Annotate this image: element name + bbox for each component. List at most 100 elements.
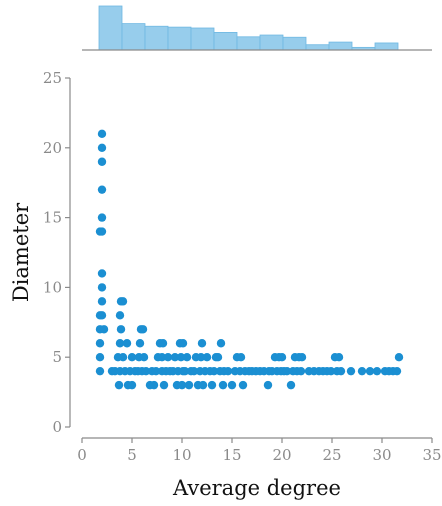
histogram-bar bbox=[167, 26, 192, 51]
data-point bbox=[118, 353, 128, 362]
data-point bbox=[282, 366, 292, 376]
data-point bbox=[334, 353, 344, 362]
y-tick-label: 10 bbox=[43, 278, 62, 296]
data-point bbox=[95, 339, 105, 348]
histogram-bar bbox=[374, 42, 399, 51]
y-tick-label: 5 bbox=[52, 348, 62, 366]
data-point bbox=[223, 366, 233, 376]
scatter-points bbox=[95, 129, 404, 390]
histogram-bar bbox=[305, 44, 330, 51]
data-point bbox=[159, 380, 169, 390]
data-point bbox=[336, 366, 346, 376]
data-point bbox=[236, 353, 246, 362]
data-point bbox=[365, 366, 375, 376]
data-point bbox=[97, 157, 107, 166]
data-point bbox=[115, 311, 125, 320]
data-point bbox=[198, 380, 208, 390]
histogram-bar bbox=[121, 23, 146, 51]
y-tick-label: 25 bbox=[43, 69, 62, 87]
data-point bbox=[115, 339, 125, 348]
data-point bbox=[116, 325, 126, 334]
data-point bbox=[170, 353, 180, 362]
data-point bbox=[182, 353, 192, 362]
data-point bbox=[176, 353, 186, 362]
histogram-bar bbox=[259, 34, 284, 51]
data-point bbox=[163, 353, 173, 362]
histogram-bar bbox=[328, 41, 353, 51]
data-point bbox=[141, 366, 151, 376]
x-axis-title: Average degree bbox=[172, 476, 341, 500]
x-tick-label: 35 bbox=[422, 446, 441, 464]
data-point bbox=[213, 353, 223, 362]
data-point bbox=[296, 366, 306, 376]
y-tick-label: 0 bbox=[52, 418, 62, 436]
data-point bbox=[97, 129, 107, 139]
data-point bbox=[151, 366, 161, 376]
data-point bbox=[207, 380, 217, 390]
data-point bbox=[149, 380, 159, 390]
data-point bbox=[97, 143, 107, 152]
data-point bbox=[95, 366, 105, 376]
data-point bbox=[372, 366, 382, 376]
y-axis-title: Diameter bbox=[9, 202, 33, 302]
data-point bbox=[392, 366, 402, 376]
data-point bbox=[158, 339, 168, 348]
data-point bbox=[184, 380, 194, 390]
data-point bbox=[97, 227, 107, 236]
data-point bbox=[97, 297, 107, 306]
data-point bbox=[157, 353, 167, 362]
histogram-bar bbox=[213, 32, 238, 51]
marginal-histogram bbox=[98, 5, 399, 51]
data-point bbox=[346, 366, 356, 376]
data-point bbox=[97, 283, 107, 292]
data-point bbox=[127, 380, 137, 390]
data-point bbox=[97, 213, 107, 222]
histogram-bar bbox=[144, 25, 169, 51]
data-point bbox=[139, 353, 149, 362]
data-point bbox=[197, 339, 207, 348]
data-point bbox=[286, 380, 296, 390]
data-point bbox=[122, 339, 132, 348]
data-point bbox=[189, 366, 199, 376]
x-tick-label: 15 bbox=[222, 446, 241, 464]
x-tick-label: 10 bbox=[172, 446, 191, 464]
data-point bbox=[135, 339, 145, 348]
data-point bbox=[127, 353, 137, 362]
data-point bbox=[177, 380, 187, 390]
data-point bbox=[99, 325, 109, 334]
data-point bbox=[326, 366, 336, 376]
data-point bbox=[118, 297, 128, 306]
data-point bbox=[196, 353, 206, 362]
data-point bbox=[97, 269, 107, 278]
data-point bbox=[180, 366, 190, 376]
histogram-bar bbox=[98, 5, 123, 51]
x-axis-ticks: 0 5 10 15 20 25 30 35 bbox=[77, 438, 442, 464]
data-point bbox=[238, 380, 248, 390]
x-tick-label: 25 bbox=[322, 446, 341, 464]
histogram-bar bbox=[282, 36, 307, 51]
histogram-bar bbox=[236, 36, 261, 51]
data-point bbox=[138, 325, 148, 334]
data-point bbox=[263, 380, 273, 390]
data-point bbox=[227, 380, 237, 390]
data-point bbox=[218, 380, 228, 390]
x-tick-label: 30 bbox=[372, 446, 391, 464]
x-tick-label: 0 bbox=[77, 446, 87, 464]
x-tick-label: 5 bbox=[127, 446, 137, 464]
data-point bbox=[202, 353, 212, 362]
data-point bbox=[97, 311, 107, 320]
data-point bbox=[297, 353, 307, 362]
data-point bbox=[394, 353, 404, 362]
data-point bbox=[95, 353, 105, 362]
y-axis-ticks: 0 5 10 15 20 25 bbox=[43, 69, 70, 436]
data-point bbox=[114, 380, 124, 390]
data-point bbox=[209, 366, 219, 376]
data-point bbox=[277, 353, 287, 362]
data-point bbox=[97, 185, 107, 194]
data-point bbox=[216, 339, 226, 348]
data-point bbox=[357, 366, 367, 376]
x-tick-label: 20 bbox=[272, 446, 291, 464]
y-tick-label: 15 bbox=[43, 209, 62, 227]
histogram-bar bbox=[190, 27, 215, 51]
